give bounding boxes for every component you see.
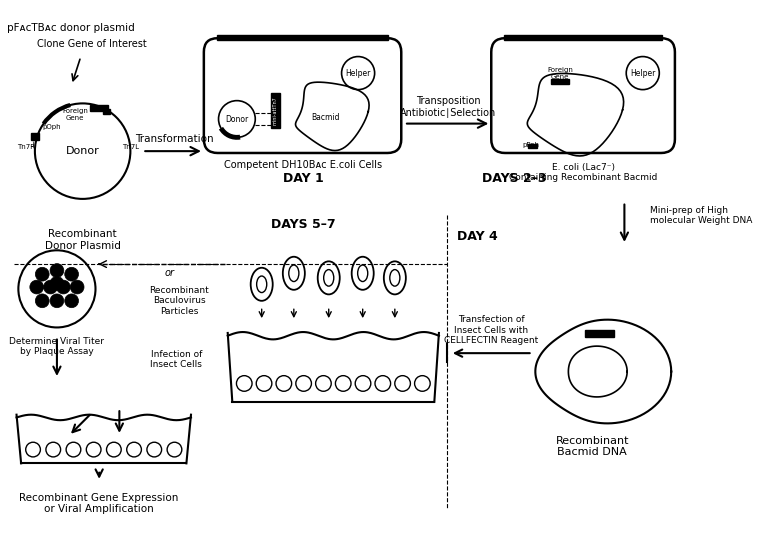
Bar	[90, 105, 108, 111]
Ellipse shape	[251, 268, 273, 301]
Text: Foreign
Gene: Foreign Gene	[62, 108, 88, 121]
Circle shape	[395, 376, 410, 391]
Text: Foreign
Gene: Foreign Gene	[547, 66, 573, 80]
Circle shape	[64, 268, 79, 281]
Circle shape	[276, 376, 292, 391]
Bar	[103, 109, 110, 114]
Text: Recombinant
Donor Plasmid: Recombinant Donor Plasmid	[45, 229, 121, 251]
Text: Transformation: Transformation	[135, 134, 214, 144]
Text: E. coli (Lac7⁻)
Containing Recombinant Bacmid: E. coli (Lac7⁻) Containing Recombinant B…	[509, 163, 657, 182]
Circle shape	[26, 442, 40, 457]
Text: Bacmid: Bacmid	[312, 113, 340, 121]
FancyBboxPatch shape	[204, 38, 401, 153]
Text: Donor: Donor	[225, 114, 249, 124]
Ellipse shape	[384, 261, 406, 294]
Circle shape	[167, 442, 182, 457]
Text: Donor: Donor	[66, 146, 99, 156]
Text: mini-attTn7: mini-attTn7	[273, 96, 278, 125]
Ellipse shape	[318, 261, 340, 294]
Text: lacZ: lacZ	[272, 131, 277, 141]
Text: DAY 1: DAY 1	[283, 172, 324, 185]
Circle shape	[50, 294, 64, 308]
Bar	[585, 330, 614, 337]
Ellipse shape	[324, 270, 334, 286]
Circle shape	[626, 57, 659, 90]
Circle shape	[127, 442, 142, 457]
Circle shape	[107, 442, 121, 457]
Text: Helper: Helper	[630, 68, 656, 78]
Text: pPoh: pPoh	[522, 142, 539, 148]
Bar	[551, 79, 569, 84]
Circle shape	[147, 442, 161, 457]
Text: Recombinant Gene Expression
or Viral Amplification: Recombinant Gene Expression or Viral Amp…	[20, 493, 179, 514]
Circle shape	[46, 442, 61, 457]
Bar	[271, 93, 280, 128]
Text: Competent DH10Bᴀᴄ E.coli Cells: Competent DH10Bᴀᴄ E.coli Cells	[224, 160, 382, 170]
Text: Transposition
Antibiotic∣Selection: Transposition Antibiotic∣Selection	[400, 96, 496, 118]
Ellipse shape	[390, 270, 400, 286]
Text: DAYS 5–7: DAYS 5–7	[271, 218, 335, 231]
Text: Clone Gene of Interest: Clone Gene of Interest	[37, 39, 147, 49]
Bar	[217, 35, 388, 40]
Circle shape	[296, 376, 312, 391]
Circle shape	[50, 277, 64, 291]
Text: Recombinant
Bacmid DNA: Recombinant Bacmid DNA	[556, 436, 629, 457]
Text: DAYS 2–3: DAYS 2–3	[482, 172, 547, 185]
Text: Tn7R: Tn7R	[17, 143, 35, 150]
Circle shape	[30, 280, 44, 294]
Ellipse shape	[358, 265, 368, 281]
Text: Mini-prep of High
molecular Weight DNA: Mini-prep of High molecular Weight DNA	[650, 206, 753, 225]
Bar	[528, 144, 537, 148]
Circle shape	[375, 376, 390, 391]
Circle shape	[35, 103, 130, 199]
Text: ┘: ┘	[30, 142, 35, 151]
Circle shape	[44, 280, 58, 294]
Circle shape	[315, 376, 331, 391]
Circle shape	[415, 376, 431, 391]
Circle shape	[236, 376, 252, 391]
Text: pFᴀᴄTBᴀᴄ donor plasmid: pFᴀᴄTBᴀᴄ donor plasmid	[8, 22, 135, 33]
Circle shape	[256, 376, 272, 391]
Text: Recombinant
Baculovirus
Particles: Recombinant Baculovirus Particles	[149, 286, 209, 316]
Ellipse shape	[352, 257, 374, 290]
Bar	[31, 133, 39, 140]
Text: Transfection of
Insect Cells with
CELLFECTIN Reagent: Transfection of Insect Cells with CELLFE…	[444, 315, 538, 345]
Circle shape	[36, 294, 49, 308]
Ellipse shape	[283, 257, 305, 290]
Text: or: or	[165, 268, 175, 278]
Circle shape	[86, 442, 101, 457]
Text: DAY 4: DAY 4	[457, 230, 498, 243]
Circle shape	[335, 376, 351, 391]
Circle shape	[18, 250, 96, 327]
Ellipse shape	[289, 265, 299, 281]
Circle shape	[70, 280, 84, 294]
Text: pOph: pOph	[42, 124, 61, 131]
Text: Determine Viral Titer
by Plaque Assay: Determine Viral Titer by Plaque Assay	[9, 337, 105, 356]
Circle shape	[342, 57, 374, 90]
FancyBboxPatch shape	[491, 38, 675, 153]
Bar	[504, 35, 662, 40]
Ellipse shape	[257, 276, 267, 293]
Circle shape	[66, 442, 81, 457]
Circle shape	[64, 294, 79, 308]
Circle shape	[50, 264, 64, 278]
Text: Tn7L: Tn7L	[122, 143, 139, 150]
Circle shape	[57, 280, 70, 294]
Circle shape	[356, 376, 371, 391]
Text: Helper: Helper	[346, 68, 371, 78]
Circle shape	[36, 268, 49, 281]
Text: Infection of
Insect Cells: Infection of Insect Cells	[150, 350, 202, 369]
Circle shape	[218, 101, 255, 137]
